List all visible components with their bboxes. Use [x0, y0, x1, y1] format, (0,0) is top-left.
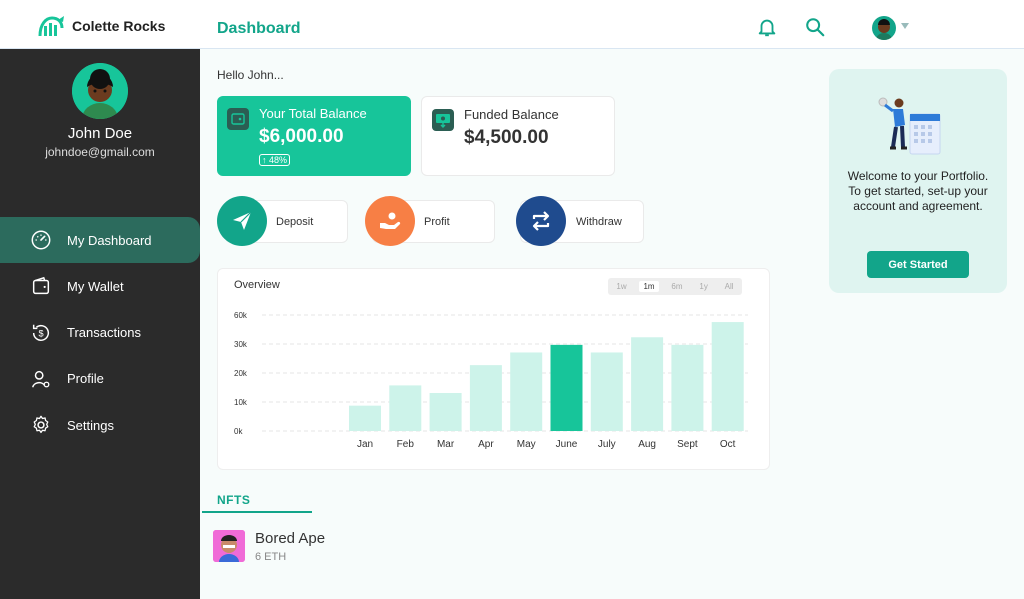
range-selector: 1w 1m 6m 1y All	[608, 278, 742, 295]
sidebar-item-transactions[interactable]: $ Transactions	[0, 310, 200, 356]
funded-balance-label: Funded Balance	[464, 107, 559, 122]
hand-coin-icon[interactable]	[365, 196, 415, 246]
funded-balance-card[interactable]: Funded Balance $4,500.00	[421, 96, 615, 176]
total-balance-label: Your Total Balance	[259, 106, 367, 121]
bar-mar[interactable]	[429, 393, 462, 431]
app-name: Colette Rocks	[72, 18, 166, 34]
profit-label: Profit	[424, 215, 450, 228]
logo-icon	[38, 16, 64, 37]
sidebar-item-label: My Wallet	[67, 278, 124, 294]
withdraw-label: Withdraw	[576, 215, 622, 228]
overview-title: Overview	[234, 279, 280, 291]
page-title: Dashboard	[217, 20, 301, 37]
nft-price: 6 ETH	[255, 551, 287, 563]
bar-july[interactable]	[590, 352, 623, 431]
bar-apr[interactable]	[469, 365, 502, 431]
x-tick-label: Apr	[478, 439, 494, 450]
swap-icon[interactable]	[516, 196, 566, 246]
sidebar-item-settings[interactable]: Settings	[0, 402, 200, 448]
x-tick-label: Feb	[397, 439, 415, 450]
user-icon	[32, 370, 50, 388]
sidebar-item-my-wallet[interactable]: My Wallet	[0, 263, 200, 309]
range-1m[interactable]: 1m	[639, 281, 659, 292]
send-icon[interactable]	[217, 196, 267, 246]
bell-icon[interactable]	[756, 16, 778, 38]
y-tick-label: 0k	[234, 427, 243, 436]
sidebar-item-label: My Dashboard	[67, 232, 152, 248]
greeting: Hello John...	[217, 68, 284, 82]
overview-chart: 0k 10k 20k 30k 60k Jan Feb Mar Apr May June July Aug…	[234, 311, 748, 450]
search-icon[interactable]	[804, 16, 826, 38]
nft-thumbnail[interactable]	[213, 530, 245, 562]
x-tick-label: Mar	[437, 439, 455, 450]
total-balance-card[interactable]: Your Total Balance $6,000.00 ↑ 48%	[217, 96, 411, 176]
nft-name: Bored Ape	[255, 530, 326, 547]
y-tick-label: 60k	[234, 311, 248, 320]
sidebar-item-label: Settings	[67, 417, 114, 433]
sidebar-item-profile[interactable]: Profile	[0, 356, 200, 402]
bar-june[interactable]	[550, 344, 583, 431]
sidebar-item-label: Transactions	[67, 325, 141, 341]
x-tick-label: June	[556, 439, 578, 450]
range-all[interactable]: All	[724, 282, 734, 291]
bar-jan[interactable]	[349, 405, 381, 431]
y-tick-label: 10k	[234, 398, 248, 407]
total-balance-value: $6,000.00	[259, 126, 344, 147]
cash-icon	[432, 109, 454, 131]
bar-feb[interactable]	[389, 385, 422, 431]
get-started-button[interactable]: Get Started	[867, 251, 969, 278]
svg-text:$: $	[38, 328, 43, 338]
range-6m[interactable]: 6m	[671, 282, 683, 291]
deposit-label: Deposit	[276, 215, 314, 228]
wallet-card-icon	[227, 108, 249, 130]
welcome-panel: Welcome to your Portfolio. To get starte…	[829, 69, 1007, 293]
sidebar-item-label: Profile	[67, 371, 104, 387]
sidebar-nav: My Dashboard My Wallet $ Transactions	[0, 217, 200, 448]
profile-email: johndoe@gmail.com	[45, 145, 155, 159]
bar-may[interactable]	[510, 352, 543, 431]
profile-avatar	[72, 63, 128, 119]
tab-nfts[interactable]: NFTS	[217, 493, 251, 507]
bar-aug[interactable]	[631, 337, 664, 431]
transactions-icon: $	[32, 324, 49, 341]
welcome-text: Welcome to your Portfolio. To get starte…	[847, 169, 989, 213]
sidebar-item-my-dashboard[interactable]: My Dashboard	[0, 217, 200, 263]
wallet-icon	[32, 277, 50, 295]
top-bar: Colette Rocks Dashboard	[0, 0, 1024, 49]
gear-icon	[33, 415, 49, 434]
bar-oct[interactable]	[711, 322, 744, 431]
profile-name: John Doe	[67, 125, 133, 142]
tab-underline	[202, 511, 312, 513]
y-tick-label: 20k	[234, 369, 248, 378]
avatar[interactable]	[872, 16, 896, 40]
logo[interactable]: Colette Rocks	[38, 14, 165, 38]
chevron-down-icon[interactable]	[901, 23, 909, 29]
x-tick-label: Aug	[638, 439, 656, 450]
welcome-illustration	[878, 97, 941, 155]
x-tick-label: May	[517, 439, 536, 450]
x-tick-label: Oct	[720, 439, 736, 450]
bar-sept[interactable]	[671, 344, 704, 431]
speedometer-icon	[31, 230, 51, 250]
y-tick-label: 30k	[234, 340, 248, 349]
x-tick-label: July	[598, 439, 616, 450]
balance-change-badge: ↑ 48%	[259, 154, 291, 166]
overview-panel: Overview 1w 1m 6m 1y All 0k 10k 20k 30k 60k J…	[217, 268, 770, 470]
range-1w[interactable]: 1w	[616, 282, 627, 291]
x-tick-label: Sept	[677, 439, 698, 450]
sidebar: John Doe johndoe@gmail.com My Dashboard …	[0, 49, 200, 599]
x-tick-label: Jan	[357, 439, 373, 450]
range-1y[interactable]: 1y	[699, 282, 708, 291]
funded-balance-value: $4,500.00	[464, 127, 549, 148]
